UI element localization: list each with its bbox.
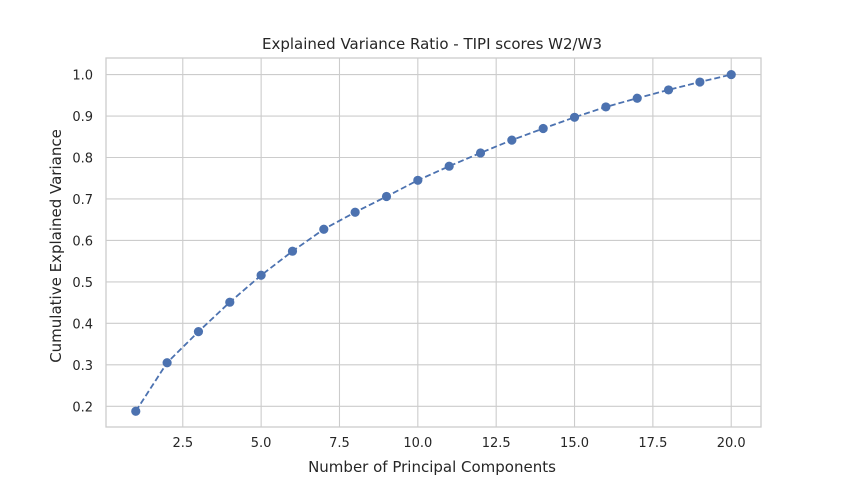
data-point — [569, 112, 580, 122]
series-line-path — [135, 73, 732, 412]
x-tick-label: 10.0 — [403, 436, 432, 451]
data-point — [663, 85, 674, 95]
y-axis-label: Cumulative Explained Variance — [47, 129, 65, 363]
data-point — [695, 77, 705, 87]
x-tick-label: 20.0 — [717, 436, 746, 451]
x-tick-label: 12.5 — [482, 436, 511, 451]
data-point — [193, 327, 204, 337]
y-tick-label: 1.0 — [72, 69, 93, 84]
data-point — [225, 297, 235, 307]
data-point — [413, 175, 423, 185]
y-tick-label: 0.8 — [72, 152, 93, 167]
data-point — [381, 191, 392, 202]
data-point — [601, 102, 611, 112]
y-tick-label: 0.7 — [72, 193, 93, 208]
plot-frame — [105, 57, 762, 428]
axis-ticks: 2.5 5.0 7.5 10.0 12.5 15.0 17.5 20.0 0.2 0.3 0.4 0.… — [72, 69, 745, 451]
grid-lines — [106, 58, 761, 427]
x-tick-label: 7.5 — [329, 436, 350, 451]
series-line — [131, 69, 736, 416]
y-tick-label: 0.6 — [72, 234, 93, 249]
data-point — [131, 406, 141, 416]
data-point — [444, 161, 454, 171]
data-point — [632, 93, 642, 103]
data-point — [475, 148, 486, 158]
data-point — [287, 246, 298, 256]
data-point — [726, 69, 736, 80]
data-point — [256, 270, 266, 280]
chart-title: Explained Variance Ratio - TIPI scores W… — [262, 35, 602, 53]
x-tick-label: 2.5 — [172, 436, 193, 451]
x-tick-label: 5.0 — [251, 436, 272, 451]
y-tick-label: 0.5 — [72, 276, 93, 291]
x-axis-label: Number of Principal Components — [308, 458, 556, 476]
data-point — [507, 135, 517, 145]
y-tick-label: 0.3 — [72, 359, 93, 374]
x-tick-label: 15.0 — [560, 436, 589, 451]
y-tick-label: 0.9 — [72, 110, 93, 125]
data-point — [350, 207, 360, 217]
y-tick-label: 0.2 — [72, 400, 93, 415]
data-point — [319, 224, 329, 234]
data-point — [538, 123, 548, 134]
y-tick-label: 0.4 — [72, 317, 93, 332]
x-tick-label: 17.5 — [638, 436, 667, 451]
data-point — [162, 358, 172, 368]
